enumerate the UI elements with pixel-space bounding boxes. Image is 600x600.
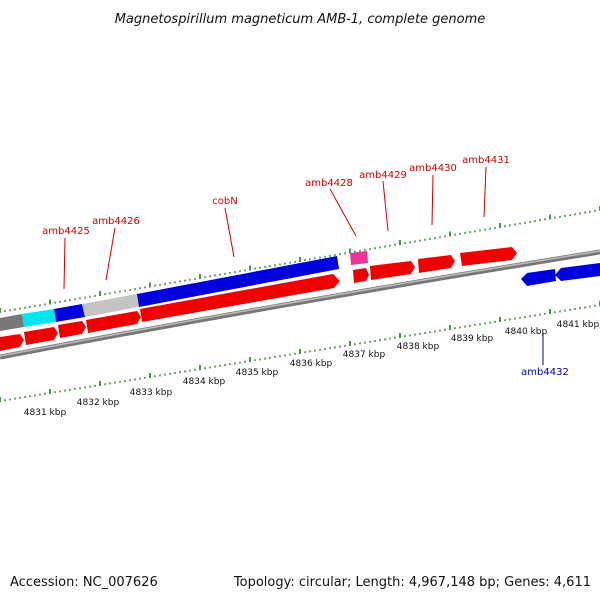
gene-amb4429-arrow[interactable] [370,261,415,280]
accession-text: Accession: NC_007626 [10,575,158,590]
leader-amb4426 [105,227,116,281]
gene-segment-dark-grey[interactable] [0,314,24,331]
gene-label[interactable]: amb4425 [42,226,90,237]
gene-amb4428-block[interactable] [350,251,368,265]
gene-labels: amb4425 amb4426 cobN amb4428 amb4429 amb… [42,155,569,378]
kbp-label: 4841 kbp [557,320,600,330]
gene-label[interactable]: cobN [212,196,237,207]
gene-label[interactable]: amb4430 [409,163,457,174]
gene-arrow-2[interactable] [24,327,58,345]
gene-arrow-4[interactable] [86,311,141,333]
gene-amb4430-arrow[interactable] [418,255,455,273]
leader-amb4431 [483,166,487,218]
gene-label[interactable]: amb4426 [92,216,140,227]
kbp-label: 4834 kbp [183,377,226,387]
kbp-label: 4840 kbp [505,327,548,337]
gene-amb4429-small-arrow[interactable] [353,268,369,283]
gene-arrow-3[interactable] [58,321,86,338]
gene-cobN-block[interactable] [137,256,339,307]
gene-amb4432-arrow-b[interactable] [555,263,600,281]
kbp-label: 4836 kbp [290,359,333,369]
leader-amb4429 [382,180,389,232]
gene-amb4432-arrow-a[interactable] [521,269,556,286]
kbp-label: 4832 kbp [77,398,120,408]
kbp-label: 4839 kbp [451,334,494,344]
genome-summary-text: Topology: circular; Length: 4,967,148 bp… [233,575,591,590]
outer-tick-track [0,206,600,313]
gene-track [0,247,600,351]
gene-cobN-arrow[interactable] [140,274,340,322]
gene-amb4426-block[interactable] [82,294,139,317]
leader-cobN [224,207,235,258]
kbp-label: 4831 kbp [24,408,67,418]
gene-segment-cyan[interactable] [22,309,56,327]
gene-label[interactable]: amb4431 [462,155,510,166]
kbp-labels: 4831 kbp 4832 kbp 4833 kbp 4834 kbp 4835… [24,320,600,418]
kbp-label: 4837 kbp [343,350,386,360]
kbp-label: 4833 kbp [130,388,173,398]
kbp-label: 4838 kbp [397,342,440,352]
kbp-label: 4835 kbp [236,368,279,378]
genome-backbone [0,249,600,360]
gene-arrow-1[interactable] [0,334,24,351]
map-title: Magnetospirillum magneticum AMB-1, compl… [115,12,486,27]
gene-amb4425-block[interactable] [54,304,85,322]
leader-amb4430 [431,174,434,226]
leader-amb4425 [63,237,66,290]
gene-label[interactable]: amb4429 [359,170,407,181]
label-leaders [63,166,544,365]
backbone-highlight [0,250,600,357]
leader-amb4428 [329,188,357,237]
gene-label[interactable]: amb4428 [305,178,353,189]
gene-amb4431-arrow[interactable] [460,247,517,266]
inner-tick-track [0,301,600,402]
gene-label[interactable]: amb4432 [521,367,569,378]
